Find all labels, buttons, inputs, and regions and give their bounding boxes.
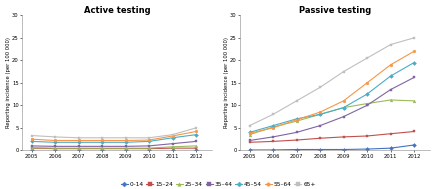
Legend: 0–14, 15–24, 25–34, 35–44, 45–54, 55–64, 65+: 0–14, 15–24, 25–34, 35–44, 45–54, 55–64,… [118, 179, 318, 189]
Title: Passive testing: Passive testing [299, 5, 371, 15]
Y-axis label: Reporting incidence (per 100 000): Reporting incidence (per 100 000) [6, 37, 10, 128]
Y-axis label: Reporting incidence (per 100 000): Reporting incidence (per 100 000) [224, 37, 228, 128]
Title: Active testing: Active testing [84, 5, 150, 15]
